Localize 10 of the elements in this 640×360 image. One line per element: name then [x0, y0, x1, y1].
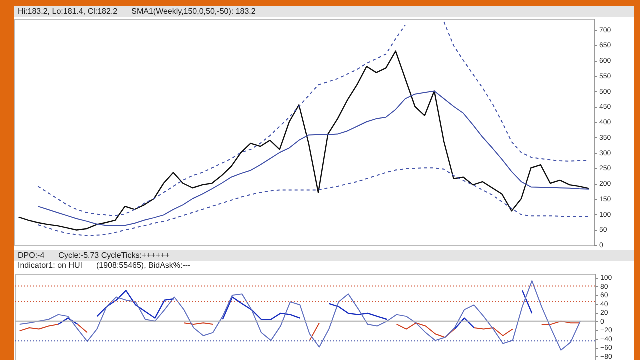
text: SMA1(Weekly,150,0,50,-50): 183.2 [132, 7, 256, 16]
line-series [19, 280, 581, 351]
text: Hi:183.2, Lo:181.4, Cl:182.2 [18, 7, 118, 16]
line-series [38, 168, 590, 236]
text: (1908:55465), BidAsk%:--- [96, 261, 191, 270]
text: Indicator1: on HUI [18, 261, 82, 270]
line-series [18, 50, 590, 231]
line-series [38, 90, 590, 226]
text: Cycle:-5.73 CycleTicks:++++++ [58, 251, 170, 260]
text: DPO:-4 [18, 251, 45, 260]
